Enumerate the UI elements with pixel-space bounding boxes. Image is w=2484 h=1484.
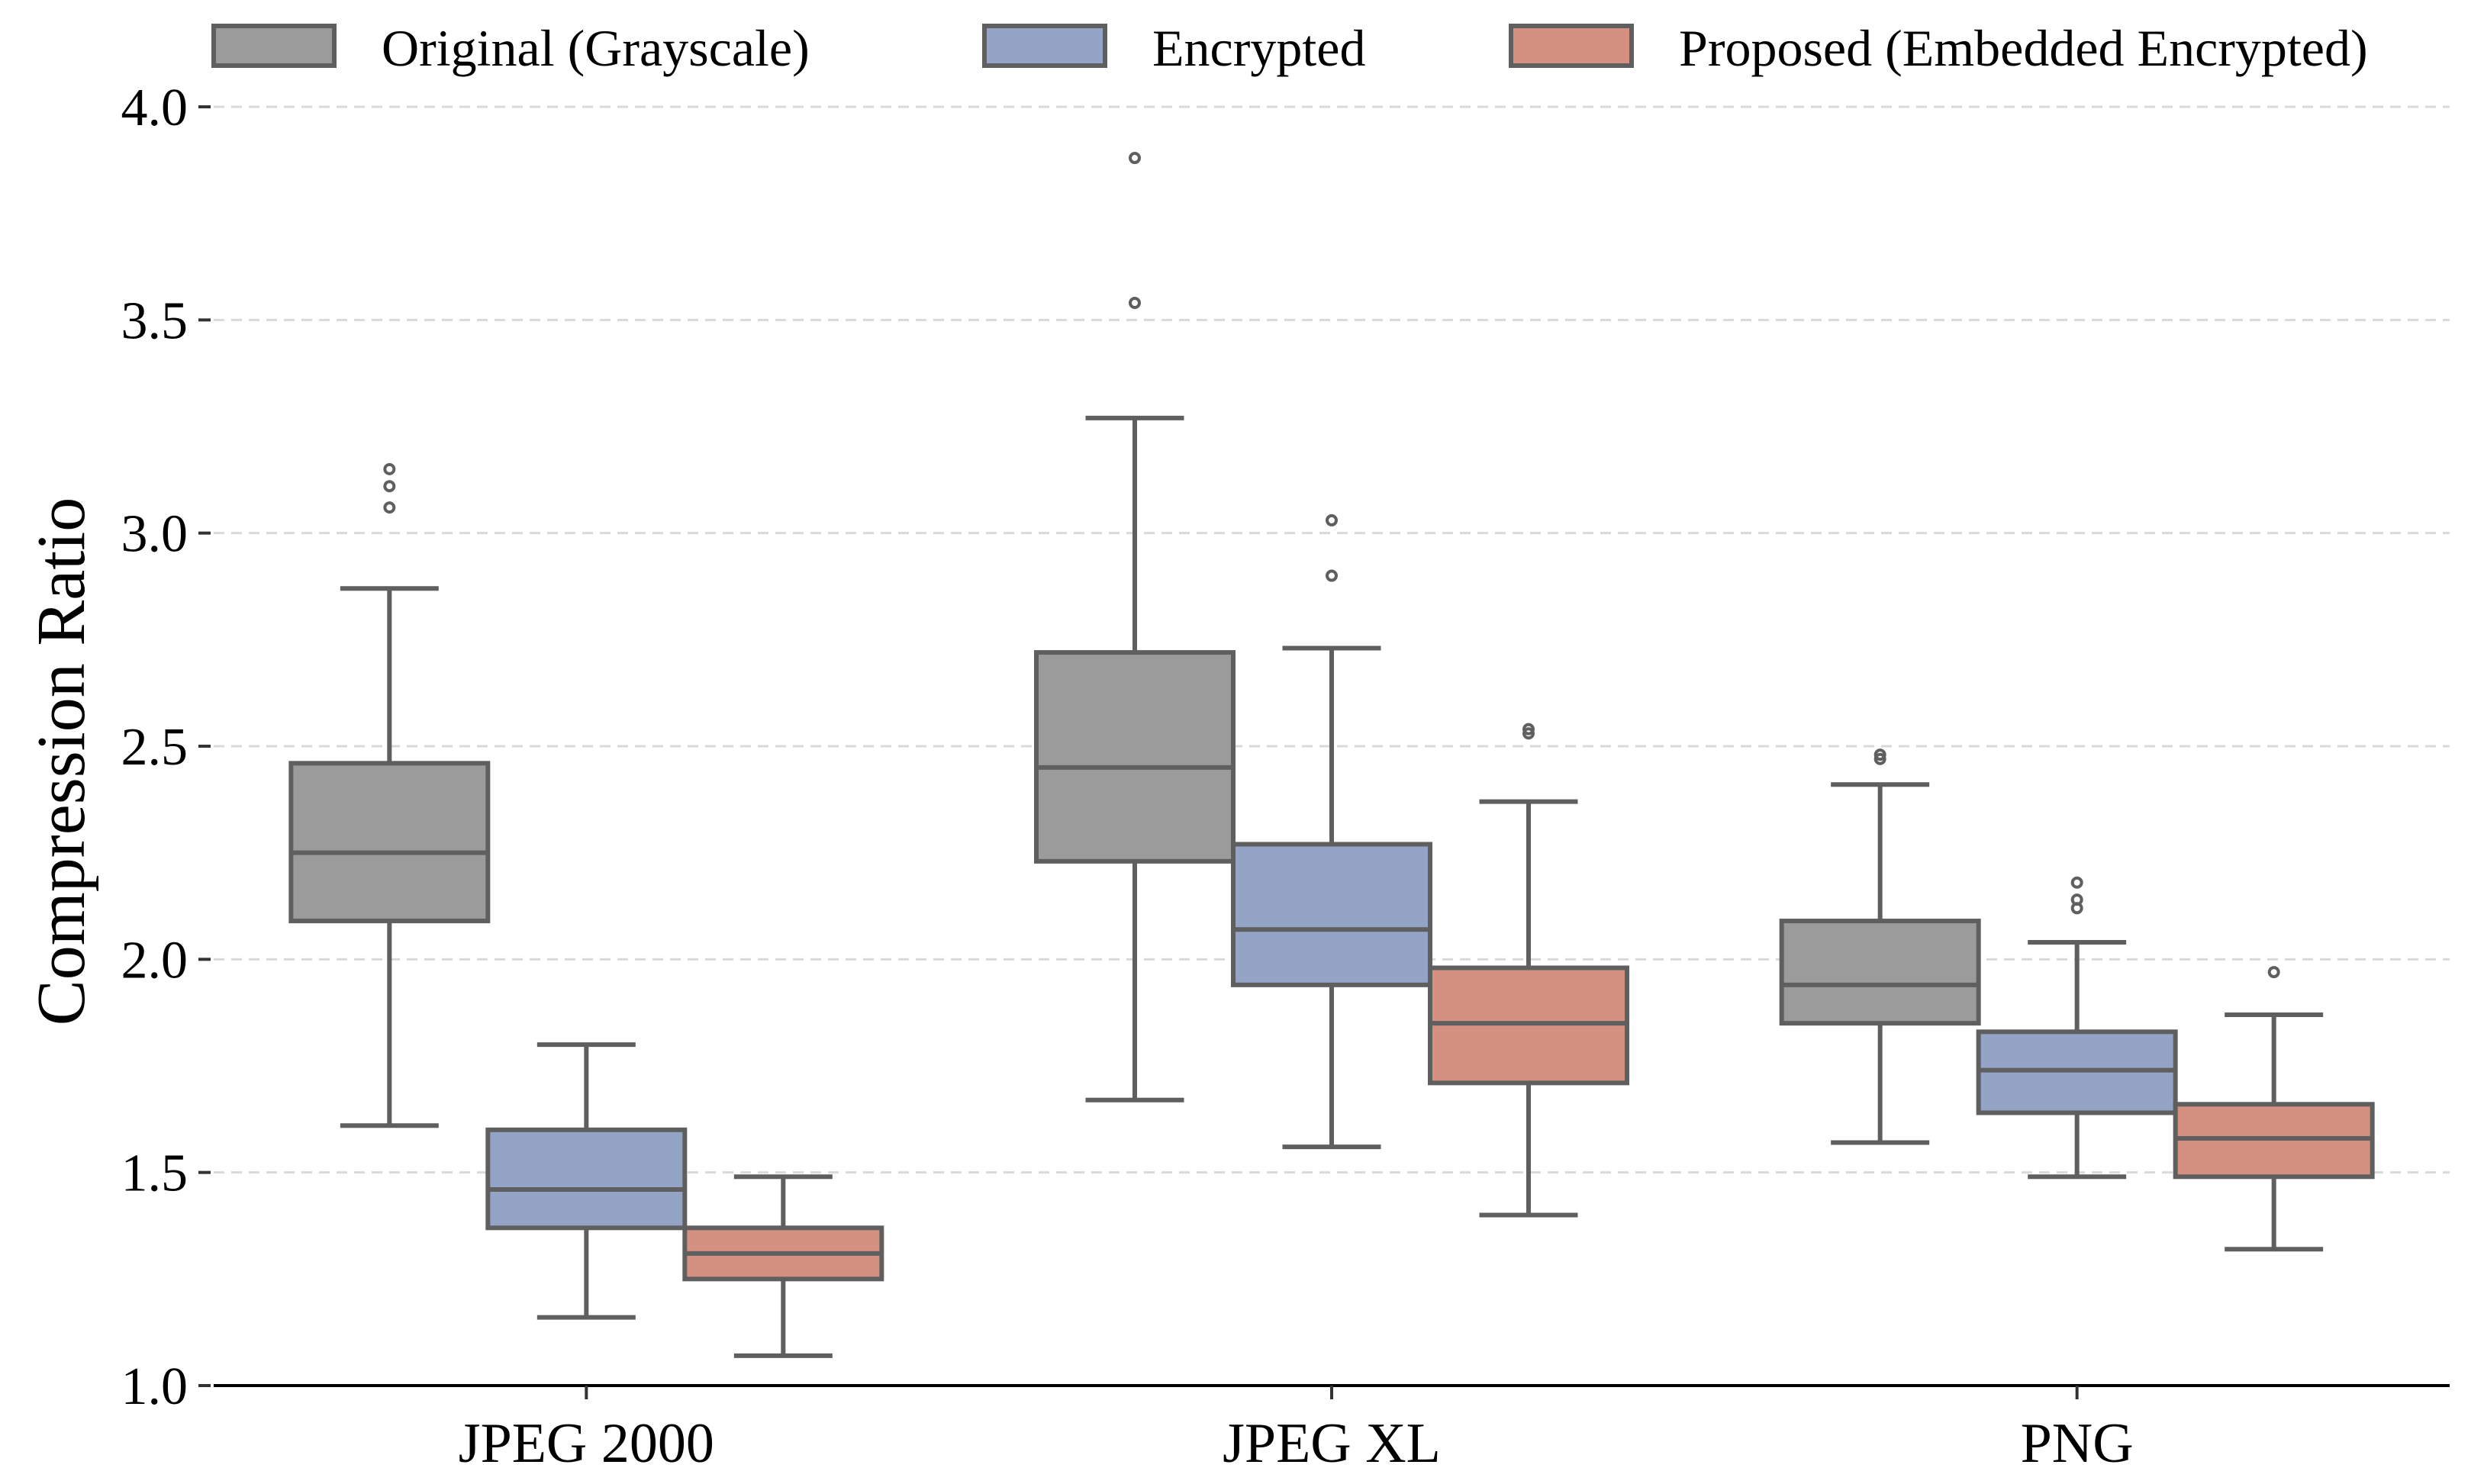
box-0-2: [682, 1174, 884, 1358]
outlier-point: [1522, 723, 1535, 736]
outlier-point: [1326, 513, 1338, 526]
box-2-0: [1779, 748, 1981, 1145]
box-1-0: [1034, 152, 1236, 1103]
box-2-2: [2173, 966, 2375, 1252]
y-tick-label: 1.5: [121, 1144, 188, 1203]
y-tick-label: 3.0: [121, 505, 188, 564]
iqr-box: [288, 761, 491, 924]
outlier-point: [1326, 569, 1338, 582]
outlier-point: [2070, 893, 2083, 906]
outlier-point: [1129, 152, 1141, 165]
outlier-point: [2267, 966, 2280, 979]
legend-swatch: [1509, 24, 1634, 68]
outlier-point: [383, 480, 396, 493]
box-1-1: [1231, 513, 1432, 1150]
y-tick-label: 4.0: [121, 79, 188, 137]
y-tick-label: 2.5: [121, 718, 188, 777]
y-tick-label: 3.5: [121, 291, 188, 350]
box-layer: [288, 152, 2375, 1358]
legend-label: Encrypted: [1152, 19, 1365, 77]
outlier-point: [1873, 752, 1886, 765]
y-tick-label: 2.0: [121, 931, 188, 990]
iqr-box: [485, 1127, 688, 1231]
box-0-0: [288, 462, 491, 1128]
iqr-box: [1231, 842, 1432, 987]
outlier-point: [383, 501, 396, 514]
legend-swatch: [982, 24, 1107, 68]
axis-layer: Compression Ratio 1.0 1.5 2.0 2.5 3.0 3.5 4.0 J…: [24, 79, 2450, 1475]
box-0-1: [485, 1042, 688, 1320]
box-1-2: [1428, 723, 1629, 1218]
x-category-label: JPEG XL: [1223, 1412, 1441, 1475]
y-axis-title: Compression Ratio: [24, 497, 99, 1026]
x-category-label: JPEG 2000: [459, 1412, 714, 1475]
iqr-box: [1034, 650, 1236, 864]
x-category-label: PNG: [2021, 1412, 2134, 1475]
legend-swatch: [211, 24, 337, 68]
outlier-point: [383, 462, 396, 475]
outlier-point: [1129, 296, 1141, 309]
legend-label: Proposed (Embedded Encrypted): [1679, 19, 2368, 77]
iqr-box: [1779, 919, 1981, 1026]
box-2-1: [1976, 876, 2178, 1180]
legend-label: Original (Grayscale): [382, 19, 810, 77]
outlier-point: [2070, 876, 2083, 889]
outlier-point: [1873, 748, 1886, 761]
outlier-point: [1522, 727, 1535, 740]
y-tick-label: 1.0: [121, 1357, 188, 1416]
legend: Original (Grayscale) Encrypted Proposed (E…: [211, 19, 2368, 77]
